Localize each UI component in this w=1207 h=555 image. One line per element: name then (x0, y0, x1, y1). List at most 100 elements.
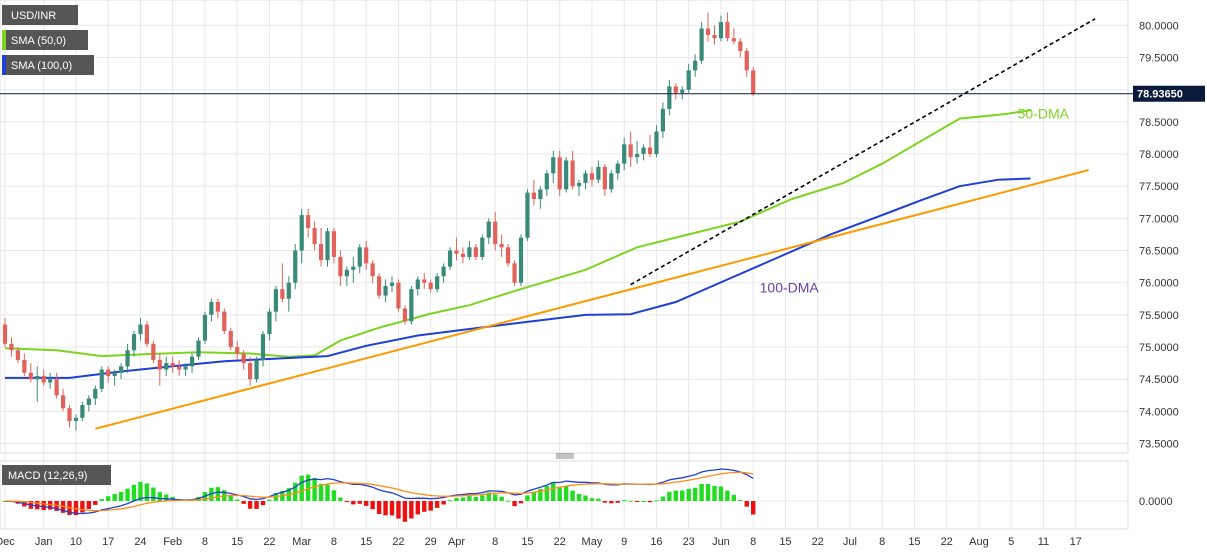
macd-bar (609, 501, 614, 504)
bullish-candle (351, 256, 356, 283)
bullish-candle (254, 356, 259, 383)
candle-body (705, 28, 711, 35)
macd-bar (151, 487, 156, 501)
bullish-candle (383, 279, 388, 302)
candle-body (686, 70, 691, 90)
candle-body (667, 86, 672, 109)
legend-item: USD/INR (2, 5, 78, 25)
price-tick-label: 76.5000 (1139, 246, 1179, 258)
bearish-candle (151, 340, 156, 364)
candle-body (273, 289, 278, 312)
bullish-candle (119, 363, 124, 380)
candle-body (260, 334, 266, 360)
bullish-candle (467, 240, 472, 261)
date-tick-label: May (582, 536, 603, 548)
date-tick-label: Apr (448, 536, 465, 548)
candle-body (189, 356, 195, 367)
drag-handle-icon[interactable] (556, 453, 574, 459)
bullish-candle (615, 160, 620, 180)
macd-bar (344, 501, 350, 502)
macd-bar (80, 501, 85, 513)
support-trendline (95, 169, 1089, 430)
bearish-candle (751, 67, 756, 97)
candle-body (157, 359, 162, 370)
bearish-candle (454, 237, 459, 261)
candle-body (215, 302, 220, 312)
macd-bar (41, 501, 46, 511)
price-tick-label: 80.0000 (1139, 20, 1179, 32)
price-tick-label: 78.0000 (1139, 149, 1179, 161)
date-tick-label: 24 (134, 536, 146, 548)
candle-body (48, 379, 53, 383)
price-tick-label: 75.0000 (1139, 342, 1179, 354)
bullish-candle (667, 80, 672, 116)
macd-bar (705, 483, 711, 501)
date-tick-label: 29 (425, 536, 437, 548)
bullish-candle (80, 401, 85, 422)
bullish-candle (480, 234, 485, 261)
macd-bar (699, 483, 704, 501)
price-tick-label: 73.5000 (1139, 439, 1179, 451)
macd-bar (215, 487, 221, 501)
bearish-candle (731, 28, 736, 45)
macd-bar (428, 501, 433, 511)
candle-body (725, 22, 730, 39)
bullish-candle (596, 160, 601, 183)
macd-bar (731, 494, 737, 501)
bullish-candle (86, 395, 91, 412)
bullish-candle (138, 318, 143, 341)
price-tick-label: 78.5000 (1139, 117, 1179, 129)
macd-bar (247, 501, 253, 509)
candle-body (86, 398, 91, 405)
candle-body (138, 324, 143, 335)
date-tick-label: 15 (779, 536, 791, 548)
broken-support-trendline (630, 18, 1096, 286)
candle-body (460, 253, 466, 257)
date-tick-label: Dec (0, 536, 15, 548)
candle-body (576, 182, 582, 187)
price-tick-label: 77.5000 (1139, 181, 1179, 193)
candle-body (144, 324, 149, 344)
bearish-candle (157, 353, 162, 386)
macd-bar (667, 491, 672, 501)
candle-body (609, 173, 614, 190)
bearish-candle (570, 150, 575, 190)
bearish-candle (312, 221, 317, 251)
bearish-candle (499, 234, 504, 257)
macd-bar (299, 475, 304, 501)
bearish-candle (370, 260, 375, 283)
bullish-candle (357, 244, 362, 274)
macd-legend-box (2, 465, 111, 485)
bearish-candle (222, 308, 227, 335)
bullish-candle (718, 15, 724, 42)
bearish-candle (67, 404, 72, 428)
macd-bar (460, 497, 466, 501)
macd-legend-label: MACD (12,26,9) (8, 470, 87, 482)
macd-bar (106, 496, 111, 501)
macd-bar (505, 500, 511, 502)
time-grid (4, 0, 1077, 529)
candle-body (544, 173, 549, 190)
macd-bar (99, 499, 104, 501)
candle-body (518, 237, 524, 283)
bullish-candle (125, 343, 130, 373)
bullish-candle (299, 208, 304, 264)
bearish-candle (460, 247, 466, 264)
date-tick-label: Jul (843, 536, 857, 548)
candle-body (435, 276, 440, 290)
candle-body (402, 308, 407, 322)
bullish-candle (415, 276, 420, 296)
candle-body (112, 372, 117, 376)
bearish-candle (241, 350, 246, 370)
price-grid (0, 24, 1128, 445)
sma100-line (5, 177, 1031, 379)
candle-body (751, 70, 756, 94)
candle-body (718, 22, 724, 39)
macd-bar (589, 498, 595, 501)
bearish-candle (15, 347, 20, 364)
bearish-candle (215, 298, 220, 319)
candle-body (628, 144, 633, 158)
candle-body (306, 215, 311, 228)
macd-bar (325, 484, 330, 501)
bearish-candle (170, 356, 175, 373)
